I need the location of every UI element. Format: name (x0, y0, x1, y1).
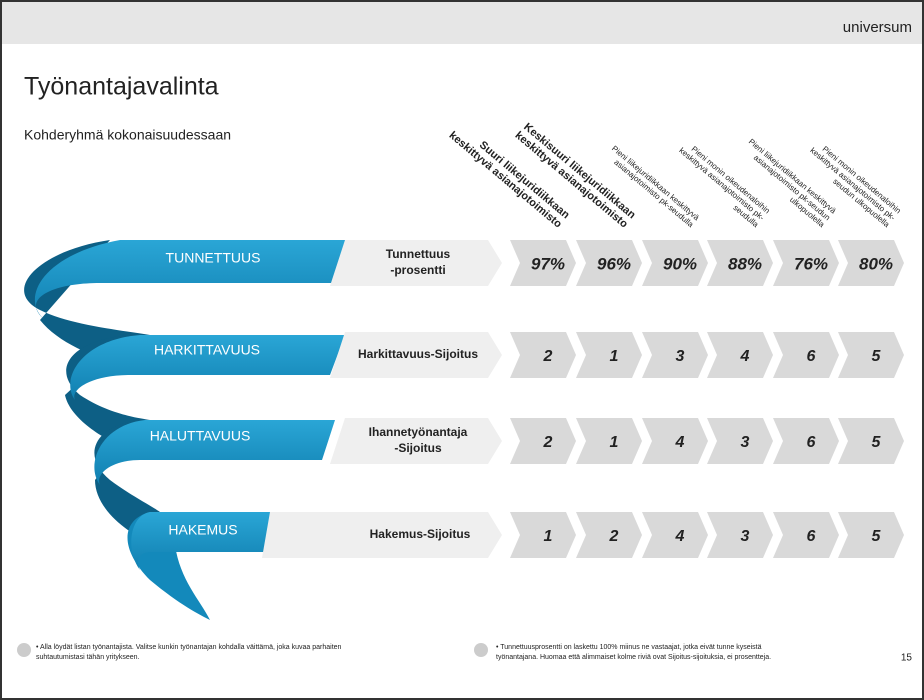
footnote: • Alla löydät listan työnantajista. Vali… (36, 644, 342, 651)
value: 80% (859, 254, 893, 273)
warning-icon (474, 643, 488, 657)
value: 3 (741, 434, 750, 451)
metric-label: Hakemus-Sijoitus (370, 527, 471, 541)
page: universum Työnantajavalinta Kohderyhmä k… (0, 0, 924, 700)
value: 88% (728, 254, 762, 273)
value: 90% (663, 254, 697, 273)
info-icon (17, 643, 31, 657)
value: 6 (807, 434, 816, 451)
value: 4 (675, 434, 685, 451)
footnote: suhtautumistasi tähän yritykseen. (36, 654, 140, 661)
top-band (2, 2, 922, 44)
value: 76% (794, 254, 828, 273)
value: 4 (740, 348, 750, 365)
value: 5 (872, 434, 882, 451)
value: 5 (872, 528, 882, 545)
metric-label: Tunnettuus (386, 247, 451, 261)
stage-label: HAKEMUS (168, 522, 237, 538)
value: 1 (610, 348, 619, 365)
value: 6 (807, 528, 816, 545)
stage-label: TUNNETTUUS (166, 250, 261, 266)
value: 2 (609, 528, 619, 545)
stage-label: HARKITTAVUUS (154, 342, 260, 358)
value: 1 (544, 528, 553, 545)
footnote: • Tunnettuusprosentti on laskettu 100% m… (496, 644, 762, 651)
metric-label: -Sijoitus (394, 441, 442, 455)
stage-label: HALUTTAVUUS (150, 428, 251, 444)
brand: universum (843, 19, 912, 36)
page-number: 15 (901, 653, 913, 664)
value: 1 (610, 434, 619, 451)
value: 96% (597, 254, 631, 273)
value: 3 (676, 348, 685, 365)
footnote: työnantajana. Huomaa että alimmaiset kol… (496, 654, 771, 661)
metric-label: Harkittavuus-Sijoitus (358, 347, 478, 361)
value: 3 (741, 528, 750, 545)
value: 5 (872, 348, 882, 365)
metric-label: Ihannetyönantaja (369, 425, 468, 439)
title: Työnantajavalinta (24, 73, 219, 101)
value: 97% (531, 254, 565, 273)
subtitle: Kohderyhmä kokonaisuudessaan (24, 127, 231, 143)
metric-label: -prosentti (390, 263, 445, 277)
value: 2 (543, 434, 553, 451)
value: 6 (807, 348, 816, 365)
value: 4 (675, 528, 685, 545)
slide: universum Työnantajavalinta Kohderyhmä k… (0, 0, 924, 700)
value: 2 (543, 348, 553, 365)
